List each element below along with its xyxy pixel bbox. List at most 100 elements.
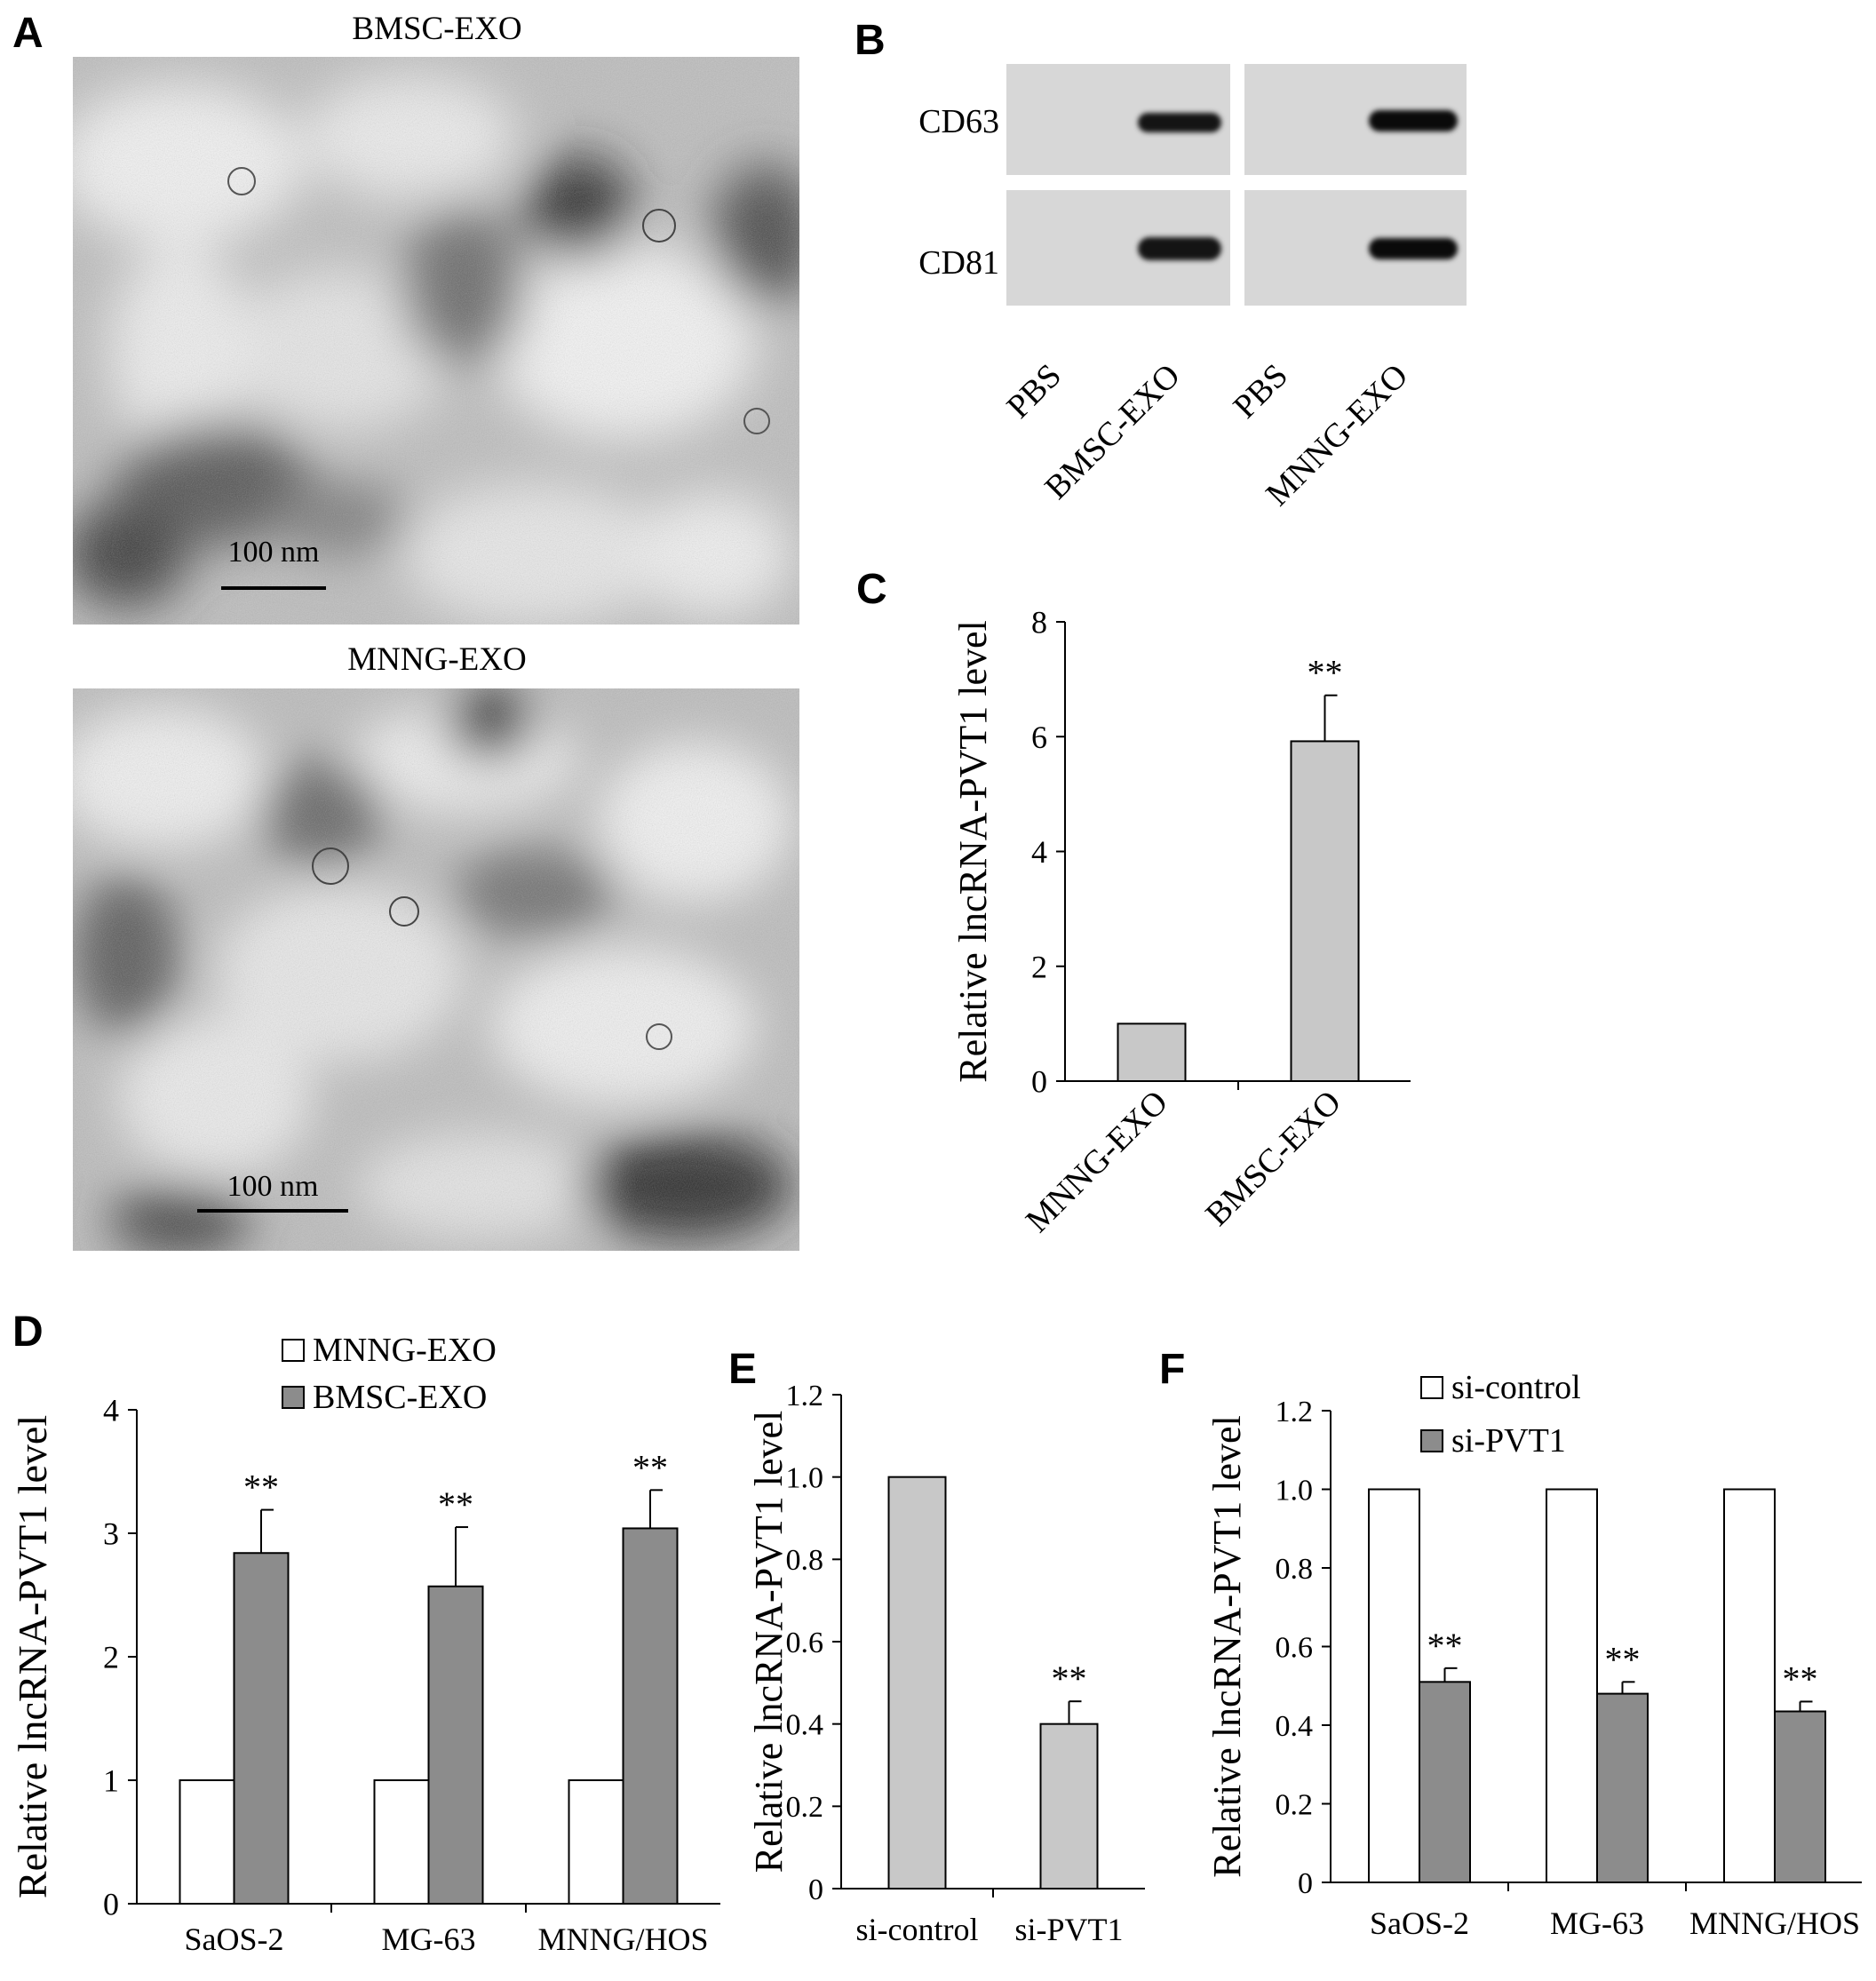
significance-mark: ** <box>1605 1639 1641 1679</box>
significance-mark: ** <box>1052 1659 1087 1699</box>
legend-swatch <box>1420 1429 1443 1452</box>
bar <box>427 1585 484 1905</box>
blot-band <box>1369 110 1458 131</box>
scale-bar-top <box>221 586 326 590</box>
chart-f: 0 0.2 0.4 0.6 0.8 1.0 1.2 Relative lncRNA-PVT1 … <box>1205 1369 1862 1941</box>
panel-c-label: C <box>856 566 887 613</box>
y-tick-label: 0 <box>1298 1867 1313 1900</box>
y-tick-label: 1.0 <box>786 1462 824 1495</box>
blot-cd63-left <box>1006 64 1230 175</box>
blot-cd81-left <box>1006 190 1230 306</box>
legend-swatch <box>1420 1376 1443 1399</box>
y-tick-label: 2 <box>103 1640 119 1675</box>
significance-mark: ** <box>1783 1659 1818 1699</box>
x-tick-label: si-control <box>856 1912 979 1947</box>
micrograph-bottom-caption: MNNG-EXO <box>347 641 527 678</box>
micrograph-bottom-image <box>73 688 799 1251</box>
bar <box>233 1552 290 1905</box>
legend-label: si-control <box>1451 1369 1581 1406</box>
y-tick-label: 2 <box>1031 949 1047 984</box>
scale-label-bottom: 100 nm <box>227 1170 319 1203</box>
bar <box>179 1779 235 1905</box>
panel-a-label: A <box>12 10 44 57</box>
bar <box>1546 1488 1598 1883</box>
x-tick-label: MNNG/HOS <box>1689 1905 1860 1941</box>
y-tick-label: 0.8 <box>786 1544 824 1577</box>
bar <box>887 1476 947 1890</box>
y-tick-label: 0.8 <box>1276 1553 1314 1586</box>
bar <box>1774 1710 1826 1883</box>
x-tick-label: SaOS-2 <box>184 1921 283 1957</box>
micrograph-top: 100 nm <box>73 57 799 625</box>
legend-label: si-PVT1 <box>1451 1422 1566 1460</box>
blot-band <box>1138 237 1221 260</box>
y-tick-label: 1 <box>103 1763 119 1799</box>
panel-e-label: E <box>728 1346 758 1393</box>
significance-mark: ** <box>1427 1626 1463 1666</box>
y-tick-label: 0.6 <box>786 1627 824 1659</box>
bar <box>1117 1022 1187 1082</box>
x-tick-label: MG-63 <box>382 1921 476 1957</box>
blot-band <box>1138 113 1221 132</box>
x-tick-label: BMSC-EXO <box>1198 1084 1348 1234</box>
bar <box>1290 740 1360 1082</box>
significance-mark: ** <box>243 1468 279 1508</box>
bar <box>568 1779 624 1905</box>
blot-band <box>1369 238 1458 259</box>
micrograph-bottom: 100 nm <box>73 688 799 1251</box>
x-tick-label: MNNG/HOS <box>537 1921 708 1957</box>
y-tick-label: 0 <box>103 1887 119 1922</box>
x-tick-label: si-PVT1 <box>1014 1912 1123 1947</box>
y-tick-label: 0.2 <box>1276 1788 1314 1821</box>
significance-mark: ** <box>438 1484 473 1524</box>
scale-bar-bottom <box>197 1209 348 1213</box>
blot-cd81-right <box>1244 190 1467 306</box>
significance-mark: ** <box>632 1447 668 1487</box>
y-tick-label: 0.4 <box>1276 1710 1314 1743</box>
y-tick-label: 6 <box>1031 720 1047 755</box>
blot-row-label-cd81: CD81 <box>918 244 999 282</box>
bar <box>1723 1488 1776 1883</box>
y-tick-label: 4 <box>1031 834 1047 870</box>
y-tick-label: 0 <box>808 1874 823 1906</box>
y-tick-label: 8 <box>1031 605 1047 640</box>
bar <box>1596 1692 1649 1883</box>
bar <box>1039 1722 1099 1890</box>
scale-label-top: 100 nm <box>227 536 320 569</box>
panel-b-label: B <box>855 17 886 64</box>
x-tick-label: MG-63 <box>1550 1905 1644 1941</box>
y-tick-label: 3 <box>103 1516 119 1552</box>
y-tick-label: 0.6 <box>1276 1631 1314 1664</box>
y-tick-label: 1.2 <box>1276 1396 1314 1428</box>
legend-swatch <box>282 1339 305 1362</box>
panel-f-label: F <box>1159 1346 1186 1393</box>
x-tick-label: MNNG-EXO <box>1019 1084 1175 1240</box>
chart-c: 0 2 4 6 8 Relative lncRNA-PVT1 level MNNG-EXO *… <box>951 605 1411 1240</box>
micrograph-top-caption: BMSC-EXO <box>352 11 522 47</box>
panel-d-label: D <box>12 1309 44 1356</box>
blot-row-label-cd63: CD63 <box>918 103 999 140</box>
legend-label: MNNG-EXO <box>313 1332 497 1369</box>
bar <box>1419 1681 1471 1883</box>
y-tick-label: 4 <box>103 1393 119 1428</box>
y-axis-label: Relative lncRNA-PVT1 level <box>10 1415 55 1898</box>
legend-label: BMSC-EXO <box>313 1379 487 1416</box>
y-tick-label: 1.0 <box>1276 1474 1314 1507</box>
chart-d: 0 1 2 3 4 Relative lncRNA-PVT1 level ** SaOS-2 *… <box>10 1332 720 1957</box>
bar <box>622 1527 679 1905</box>
y-tick-label: 0 <box>1031 1064 1047 1100</box>
micrograph-top-image <box>73 57 799 625</box>
bar <box>1368 1488 1420 1883</box>
y-tick-label: 0.2 <box>786 1791 824 1824</box>
x-tick-label: SaOS-2 <box>1370 1905 1469 1941</box>
y-tick-label: 0.4 <box>786 1709 824 1742</box>
y-axis-label: Relative lncRNA-PVT1 level <box>951 620 995 1083</box>
significance-mark: ** <box>1308 653 1343 693</box>
blot-cd63-right <box>1244 64 1467 175</box>
y-tick-label: 1.2 <box>786 1380 824 1412</box>
legend-swatch <box>282 1386 305 1409</box>
y-axis-label: Relative lncRNA-PVT1 level <box>747 1411 791 1874</box>
bar <box>373 1779 430 1905</box>
